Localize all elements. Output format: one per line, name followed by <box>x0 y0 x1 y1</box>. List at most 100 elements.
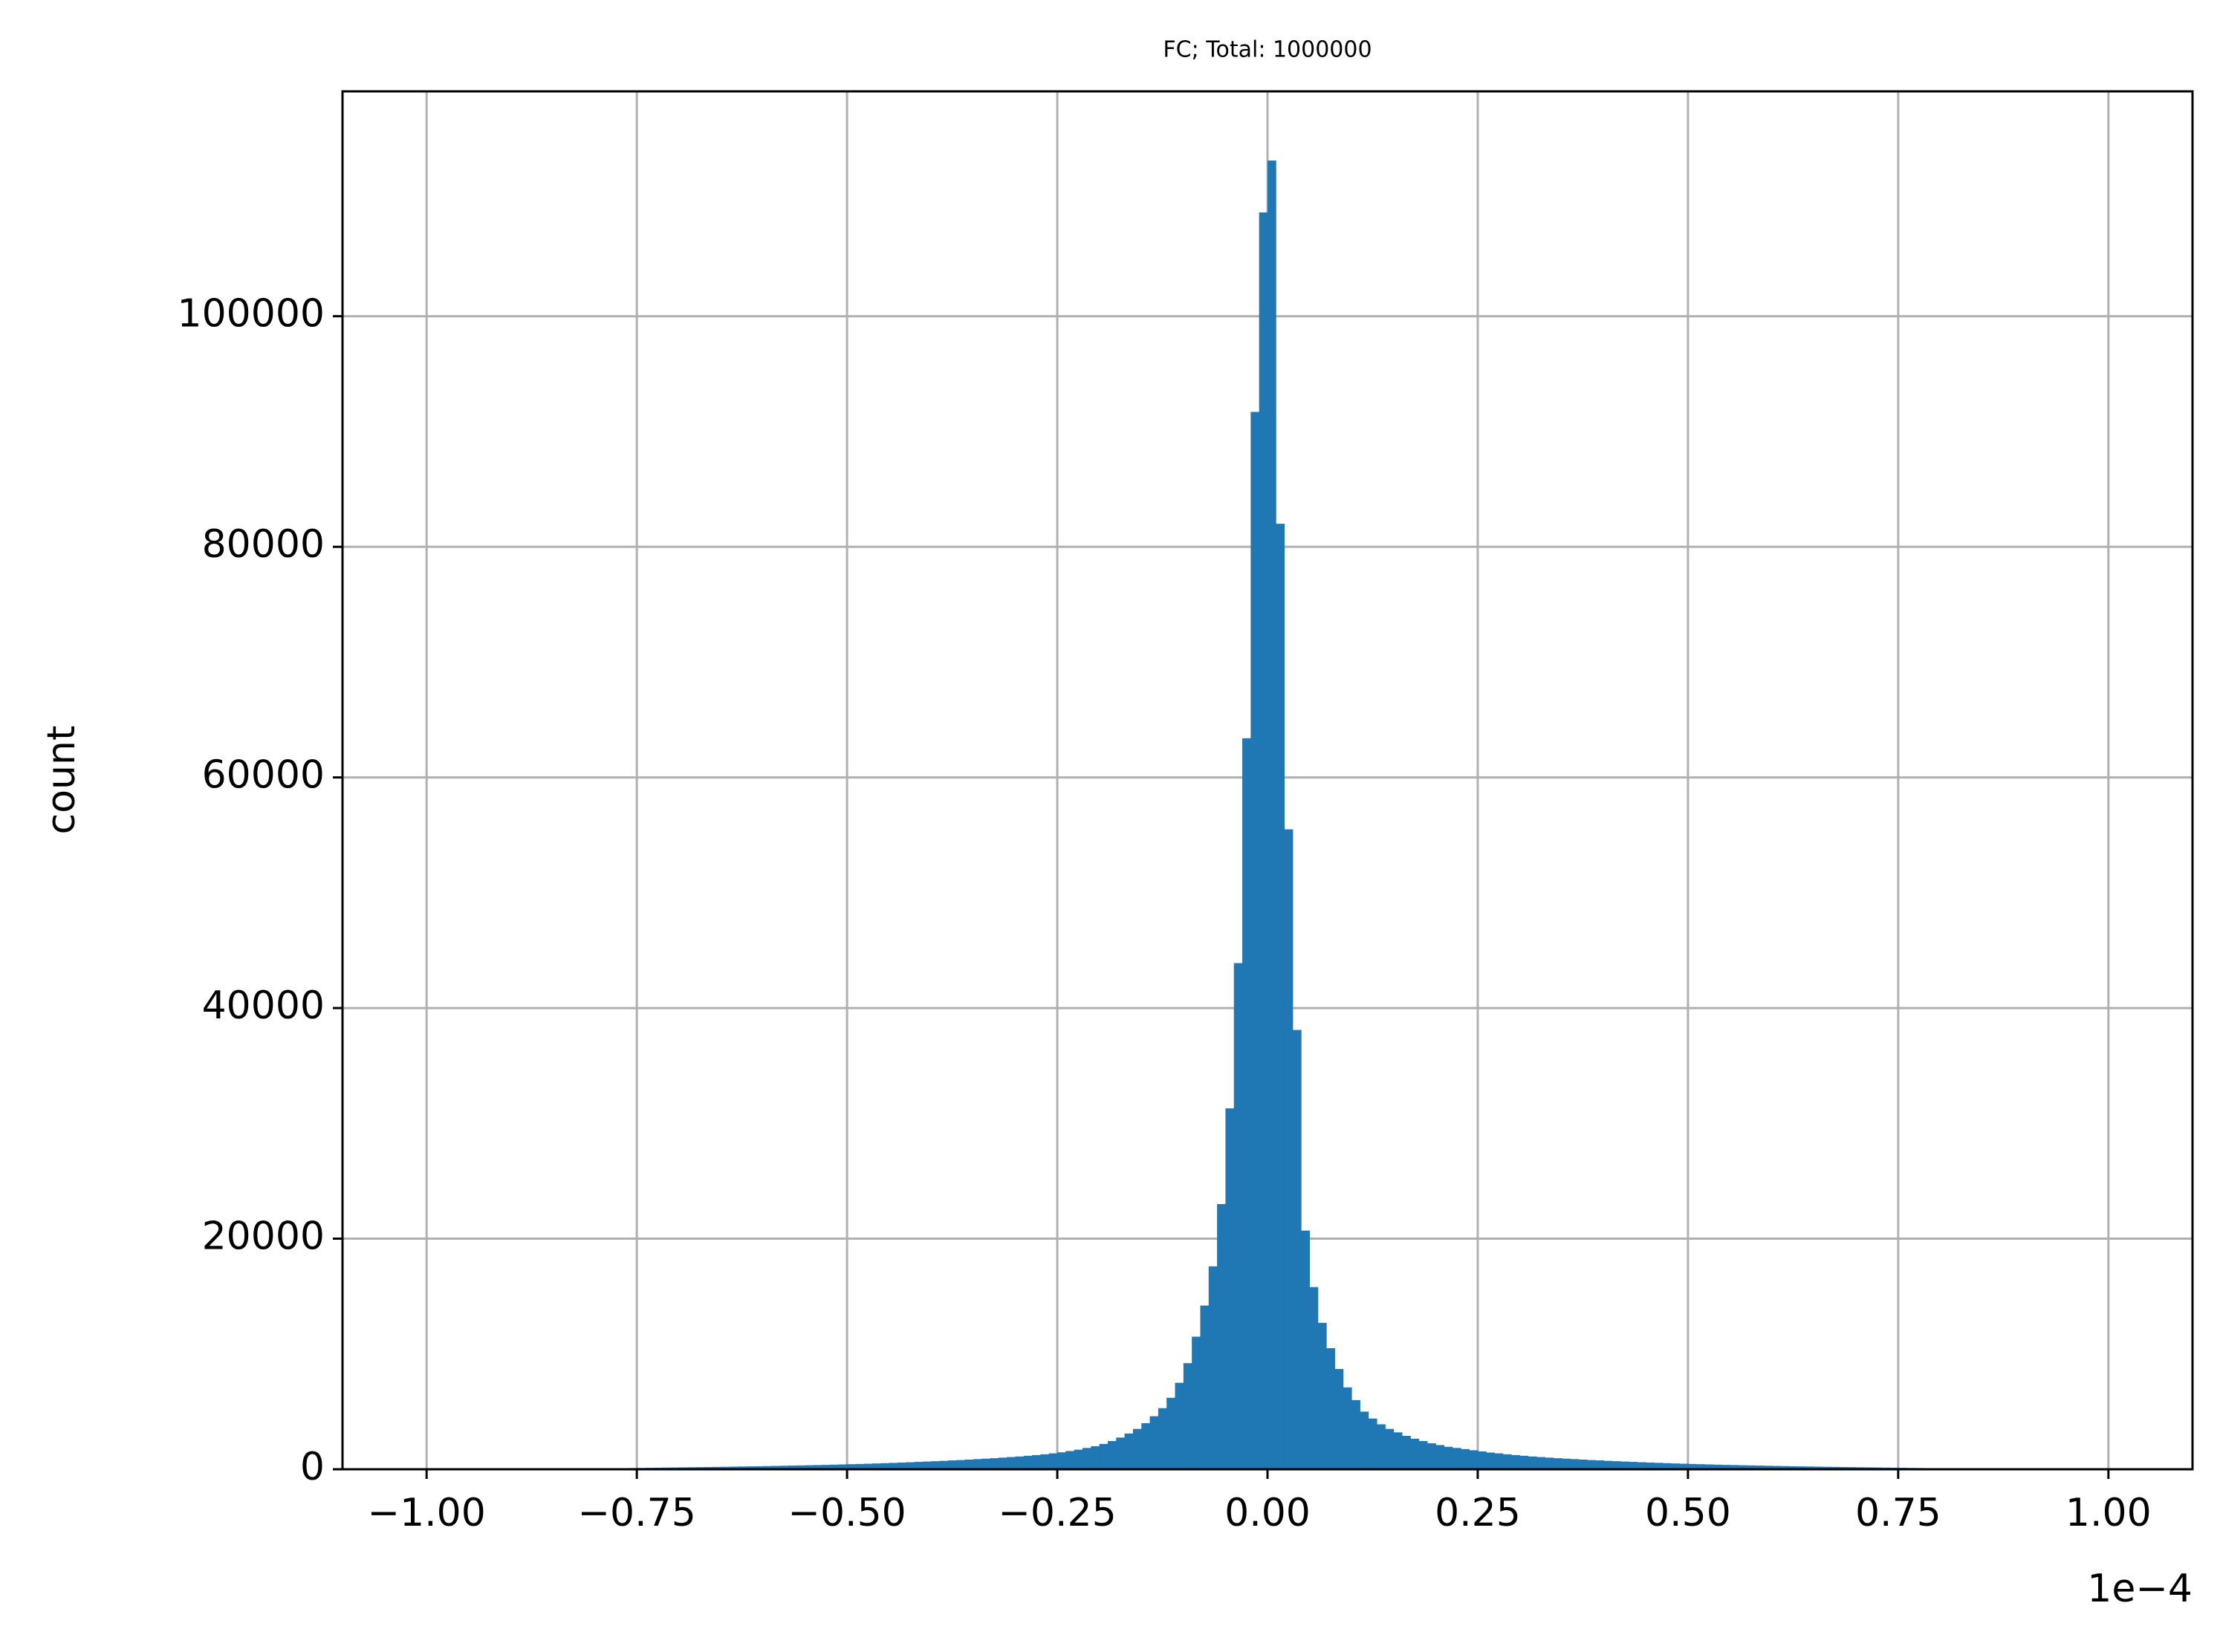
bar <box>1477 1451 1487 1469</box>
bar <box>1250 412 1260 1469</box>
bar <box>1763 1466 1773 1469</box>
bar <box>762 1466 772 1469</box>
bar <box>1099 1443 1109 1469</box>
bar <box>1461 1448 1470 1469</box>
bar <box>1284 829 1294 1469</box>
bar <box>1242 738 1251 1469</box>
bar <box>1233 963 1243 1469</box>
bar <box>1435 1445 1445 1469</box>
bar <box>947 1460 957 1469</box>
bar <box>1309 1287 1319 1469</box>
x-tick-label: −0.25 <box>998 1491 1116 1535</box>
bar <box>1351 1399 1360 1469</box>
bar <box>1444 1446 1453 1469</box>
bar <box>1360 1411 1369 1469</box>
bar <box>880 1463 890 1469</box>
bar <box>1839 1466 1849 1469</box>
bar <box>1317 1322 1327 1469</box>
bar <box>1208 1266 1218 1469</box>
x-offset-text: 1e−4 <box>2087 1567 2193 1611</box>
bar <box>1553 1458 1562 1469</box>
bar <box>1091 1446 1100 1469</box>
bar <box>990 1458 999 1469</box>
bar <box>1679 1463 1689 1469</box>
bar <box>1788 1466 1798 1469</box>
bar <box>1502 1454 1512 1469</box>
bar <box>1158 1408 1167 1469</box>
bar <box>1595 1460 1605 1469</box>
bar <box>1166 1397 1175 1469</box>
bar <box>1823 1466 1831 1469</box>
bar <box>1225 1108 1235 1469</box>
bar <box>1486 1452 1495 1469</box>
bar <box>721 1466 730 1469</box>
bar <box>1048 1453 1058 1469</box>
bar <box>1629 1462 1638 1469</box>
x-tick-label: 0.50 <box>1645 1491 1731 1535</box>
bar <box>713 1466 721 1469</box>
bar <box>1536 1457 1545 1469</box>
bar <box>805 1465 814 1469</box>
bar <box>796 1465 805 1469</box>
bar <box>1469 1450 1479 1469</box>
bar <box>1141 1422 1150 1469</box>
bar <box>939 1460 949 1469</box>
bar <box>1124 1433 1134 1469</box>
bar <box>1713 1464 1722 1469</box>
bar <box>1704 1464 1714 1469</box>
bar <box>1385 1428 1395 1469</box>
bar <box>1040 1454 1050 1469</box>
bar <box>1418 1440 1428 1469</box>
bar <box>1183 1363 1192 1469</box>
bar <box>788 1466 797 1469</box>
bar <box>855 1463 865 1469</box>
y-axis-label: count <box>39 726 84 835</box>
bar <box>779 1466 789 1469</box>
bar <box>964 1459 974 1469</box>
bar <box>737 1466 747 1469</box>
x-tick-label: −0.50 <box>788 1491 906 1535</box>
bar <box>1755 1466 1765 1469</box>
bar <box>1730 1465 1739 1469</box>
bar <box>1259 212 1268 1469</box>
bar <box>1662 1463 1672 1469</box>
bar <box>1276 524 1285 1469</box>
bar <box>1528 1456 1537 1469</box>
bar <box>1687 1463 1697 1469</box>
bar <box>1654 1463 1664 1469</box>
bar <box>746 1466 755 1469</box>
bar <box>1814 1466 1823 1469</box>
bar <box>1032 1454 1041 1469</box>
bar <box>898 1462 906 1469</box>
bar <box>998 1457 1007 1469</box>
bar <box>906 1462 915 1469</box>
bar <box>1326 1348 1335 1469</box>
bar <box>1831 1466 1840 1469</box>
bar <box>847 1464 856 1469</box>
bar <box>1587 1460 1596 1469</box>
bar <box>981 1458 990 1469</box>
bar <box>813 1465 822 1469</box>
bar <box>838 1464 848 1469</box>
x-tick-label: 1.00 <box>2065 1491 2152 1535</box>
y-tick-label: 80000 <box>202 522 325 567</box>
bar <box>771 1466 780 1469</box>
bar <box>1780 1466 1790 1469</box>
bar <box>956 1460 965 1469</box>
bar <box>1721 1465 1730 1469</box>
bar <box>1334 1368 1344 1469</box>
bar <box>1083 1448 1091 1469</box>
bar <box>830 1464 840 1469</box>
bar <box>1343 1387 1352 1469</box>
y-tick-label: 100000 <box>177 292 325 336</box>
bar <box>1772 1466 1781 1469</box>
bar <box>1747 1465 1756 1469</box>
bar <box>973 1459 982 1469</box>
bar <box>1545 1457 1554 1469</box>
bar <box>1015 1456 1025 1469</box>
y-tick-label: 40000 <box>202 983 325 1028</box>
bar <box>1057 1452 1066 1469</box>
